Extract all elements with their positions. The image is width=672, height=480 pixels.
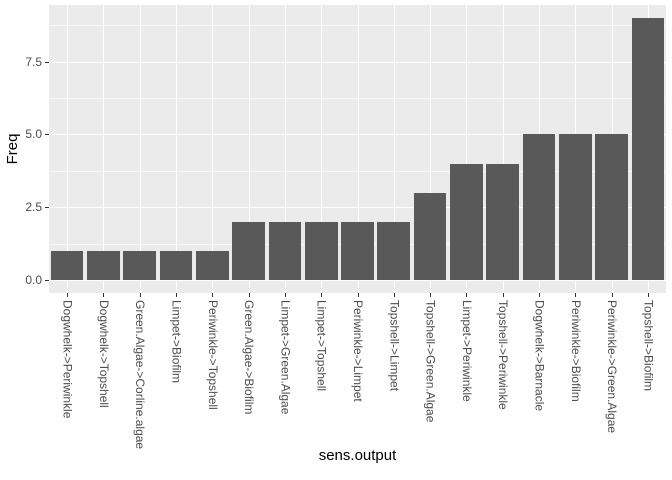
x-tick-mark [103, 293, 105, 297]
grid-vertical-line [67, 5, 69, 293]
x-tick-label: Dogwhelk->Periwinkle [60, 300, 75, 419]
x-tick-mark [212, 293, 214, 297]
x-tick-label: Periwinkle->Green.Algae [605, 300, 620, 434]
grid-vertical-line [321, 5, 323, 293]
y-tick-label: 5.0 [25, 127, 42, 142]
y-tick-mark [45, 279, 49, 281]
bar [341, 221, 374, 280]
x-tick-mark [67, 293, 69, 297]
bar [450, 163, 483, 280]
x-tick-mark [538, 293, 540, 297]
grid-vertical-line [502, 5, 504, 293]
y-tick-mark [45, 207, 49, 209]
x-tick-label: Topshell->Green.Algae [423, 300, 438, 423]
x-tick-label: Limpet->Periwinkle [459, 300, 474, 402]
x-tick-label: Limpet->Biofilm [169, 300, 184, 384]
bar [159, 250, 193, 280]
bar [232, 221, 265, 280]
plot-panel [49, 5, 666, 293]
y-tick-label: 0.0 [25, 272, 42, 287]
x-tick-mark [321, 293, 323, 297]
bar [558, 134, 592, 280]
x-tick-label: Periwinkle->Topshell [205, 300, 220, 410]
x-tick-label: Topshell->Limpet [387, 300, 402, 392]
bar [87, 250, 120, 280]
y-tick-label: 7.5 [25, 54, 42, 69]
y-tick-label: 2.5 [25, 200, 42, 215]
y-tick-mark [45, 61, 49, 63]
grid-vertical-line [248, 5, 250, 293]
y-axis-title: Freq [4, 133, 21, 165]
x-tick-label: Topshell->Biofilm [641, 300, 656, 392]
x-tick-label: Green.Algae->Biofilm [242, 300, 257, 415]
y-tick-mark [45, 134, 49, 136]
x-tick-label: Dogwhelk->Topshell [96, 300, 111, 408]
x-tick-mark [430, 293, 432, 297]
grid-vertical-line [176, 5, 178, 293]
x-tick-mark [176, 293, 178, 297]
bar [486, 163, 519, 280]
bar [377, 221, 411, 280]
x-tick-label: Periwinkle->Biofilm [568, 300, 583, 402]
x-tick-mark [611, 293, 613, 297]
grid-vertical-line [139, 5, 141, 293]
grid-vertical-line [284, 5, 286, 293]
x-tick-label: Periwinkle->Limpet [351, 300, 365, 402]
grid-vertical-line [466, 5, 468, 293]
x-tick-mark [357, 293, 359, 297]
x-tick-label: Topshell->Periwinkle [496, 300, 511, 410]
bar [595, 134, 628, 280]
bar [413, 192, 447, 280]
grid-vertical-line [103, 5, 105, 293]
bar [195, 250, 229, 280]
x-tick-mark [502, 293, 504, 297]
x-tick-label: Dogwhelk->Barnacle [532, 300, 547, 412]
grid-vertical-line [357, 5, 359, 293]
bar [268, 221, 302, 280]
x-tick-mark [393, 293, 395, 297]
x-tick-label: Limpet->Green.Algae [278, 300, 293, 415]
grid-vertical-line [430, 5, 432, 293]
x-tick-mark [284, 293, 286, 297]
bar [50, 250, 84, 280]
bar [631, 18, 665, 280]
bar [304, 221, 338, 280]
grid-vertical-line [393, 5, 395, 293]
grid-vertical-line [212, 5, 214, 293]
x-tick-label: Limpet->Topshell [314, 300, 329, 392]
x-axis-title: sens.output [318, 447, 397, 464]
x-tick-mark [248, 293, 250, 297]
x-tick-mark [466, 293, 468, 297]
x-tick-label: Green.Algae->Corline.algae [133, 300, 148, 450]
bar [123, 250, 157, 280]
x-tick-mark [575, 293, 577, 297]
bar [522, 134, 556, 280]
x-tick-mark [647, 293, 649, 297]
x-tick-mark [139, 293, 141, 297]
